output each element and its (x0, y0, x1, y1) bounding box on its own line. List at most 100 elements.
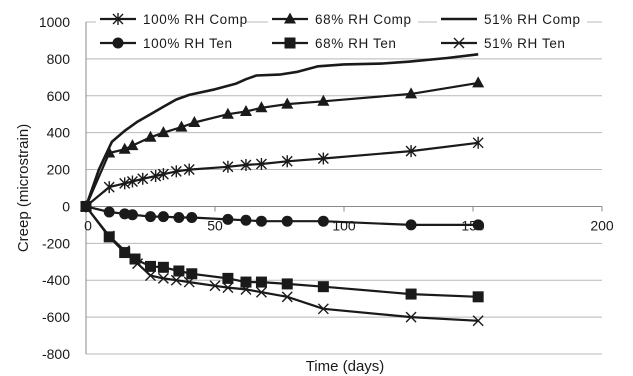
series-51-rh-ten (80, 200, 484, 327)
data-point (405, 145, 417, 158)
marker-asterisk (317, 152, 329, 165)
data-point (281, 278, 293, 290)
marker-asterisk (183, 163, 195, 176)
y-tick-label: 200 (47, 162, 71, 178)
data-point (157, 211, 169, 223)
data-point (173, 265, 185, 277)
data-point (222, 213, 234, 225)
y-tick-label: 0 (62, 198, 70, 214)
y-tick-label: 800 (47, 51, 71, 67)
data-point (222, 282, 234, 294)
marker-asterisk (112, 13, 124, 25)
data-point (144, 130, 157, 142)
series-line-100-rh-comp (85, 141, 479, 208)
marker-circle (186, 212, 198, 224)
data-point (255, 158, 267, 171)
series-line-68-rh-comp (84, 81, 479, 207)
marker-asterisk (157, 168, 169, 181)
marker-triangle (157, 126, 170, 138)
marker-x (170, 274, 182, 286)
marker-square (284, 37, 296, 49)
marker-triangle (126, 139, 139, 151)
data-point (209, 280, 221, 292)
data-point (472, 76, 485, 88)
data-point (126, 209, 138, 221)
marker-x (453, 37, 465, 49)
legend-swatch-marker (284, 12, 296, 24)
marker-circle (112, 37, 124, 49)
data-point (119, 245, 131, 257)
data-point (405, 87, 418, 99)
marker-x (145, 270, 156, 282)
data-point (157, 126, 170, 138)
marker-x (80, 200, 92, 212)
data-point (119, 247, 131, 259)
marker-circle (317, 215, 329, 227)
data-point (186, 268, 198, 280)
marker-asterisk (222, 160, 234, 173)
axes: -800 -600 -400 -200 0 200 400 600 800 1000 0 50 100 1… (39, 14, 614, 362)
marker-square (186, 268, 198, 280)
marker-circle (222, 213, 234, 225)
data-point (157, 272, 169, 284)
data-point (145, 270, 156, 282)
y-tick-label: -600 (42, 309, 70, 325)
legend-bg (437, 8, 587, 28)
data-point (145, 260, 156, 272)
data-point (126, 139, 139, 151)
data-series (80, 53, 485, 327)
marker-triangle (188, 116, 201, 128)
marker-circle (240, 214, 252, 226)
data-point (240, 158, 252, 171)
marker-triangle (281, 97, 294, 109)
marker-asterisk (405, 145, 417, 158)
legend-bg (96, 32, 246, 52)
marker-x (183, 276, 195, 288)
legend-item-100-rh-ten: 100% RH Ten (96, 32, 246, 52)
data-point (118, 142, 131, 154)
legend-item-51-rh-comp: 51% RH Comp (437, 8, 587, 28)
marker-circle (103, 206, 115, 218)
marker-square (281, 278, 293, 290)
marker-asterisk (170, 165, 182, 178)
marker-square (472, 291, 484, 303)
data-point (222, 160, 234, 173)
marker-x (103, 230, 115, 242)
legend-bg (437, 32, 587, 52)
legend-item-68-rh-ten: 68% RH Ten (268, 32, 418, 52)
marker-asterisk (472, 136, 484, 149)
data-point (255, 286, 267, 298)
y-axis-title: Creep (microstrain) (15, 124, 32, 252)
data-point (281, 97, 294, 109)
data-point (472, 315, 484, 327)
marker-square (255, 276, 267, 288)
legend-label: 100% RH Comp (143, 12, 248, 27)
data-point (129, 253, 141, 265)
series-68-rh-comp (80, 76, 485, 211)
data-point (126, 175, 138, 188)
data-point (175, 120, 188, 132)
marker-square (405, 288, 417, 300)
y-tick-label: -800 (42, 346, 70, 362)
marker-triangle (255, 101, 268, 113)
data-point (240, 214, 252, 226)
marker-circle (126, 209, 138, 221)
marker-circle (255, 215, 267, 227)
marker-asterisk (240, 158, 252, 171)
marker-triangle (284, 12, 296, 24)
series-line-51-rh-ten (85, 205, 479, 322)
marker-asterisk (281, 155, 293, 168)
legend-item-68-rh-comp: 68% RH Comp (268, 8, 418, 28)
series-100-rh-ten (80, 200, 484, 231)
data-point (472, 291, 484, 303)
y-tick-label: 400 (47, 125, 71, 141)
marker-x (132, 258, 144, 270)
marker-triangle (221, 107, 234, 119)
marker-x (405, 311, 417, 323)
marker-triangle (118, 142, 131, 154)
legend-label: 68% RH Ten (315, 36, 397, 51)
legend-swatch-marker (284, 37, 296, 49)
x-tick-label: 0 (84, 217, 92, 233)
legend-label: 100% RH Ten (143, 36, 233, 51)
series-51-rh-comp (84, 53, 479, 207)
